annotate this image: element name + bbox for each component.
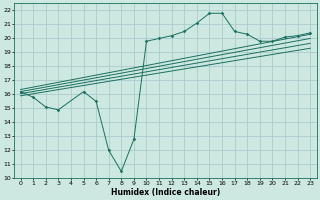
X-axis label: Humidex (Indice chaleur): Humidex (Indice chaleur) <box>111 188 220 197</box>
